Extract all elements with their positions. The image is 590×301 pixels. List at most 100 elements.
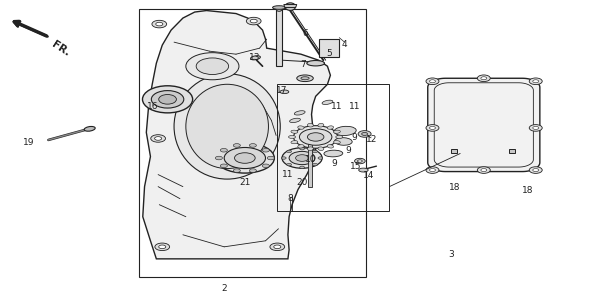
- Ellipse shape: [477, 167, 490, 173]
- Text: 16: 16: [146, 102, 158, 111]
- Ellipse shape: [289, 135, 296, 138]
- Ellipse shape: [215, 156, 222, 160]
- Ellipse shape: [224, 147, 266, 169]
- Ellipse shape: [333, 130, 340, 133]
- Ellipse shape: [142, 86, 192, 113]
- Ellipse shape: [300, 147, 304, 150]
- Ellipse shape: [533, 80, 539, 83]
- Ellipse shape: [307, 147, 313, 150]
- Ellipse shape: [267, 156, 274, 160]
- Ellipse shape: [291, 130, 298, 133]
- Ellipse shape: [313, 163, 317, 166]
- Text: 4: 4: [342, 40, 348, 49]
- Ellipse shape: [318, 123, 324, 127]
- Ellipse shape: [334, 126, 356, 135]
- Ellipse shape: [281, 157, 286, 159]
- Text: 18: 18: [522, 186, 534, 195]
- Ellipse shape: [477, 75, 490, 82]
- Ellipse shape: [529, 78, 542, 85]
- Ellipse shape: [362, 132, 368, 135]
- Ellipse shape: [287, 163, 291, 166]
- Text: 5: 5: [326, 49, 332, 58]
- Ellipse shape: [151, 91, 183, 108]
- Polygon shape: [451, 149, 457, 153]
- Text: 21: 21: [239, 178, 251, 187]
- Ellipse shape: [307, 61, 324, 66]
- Ellipse shape: [426, 125, 439, 131]
- Ellipse shape: [430, 169, 435, 172]
- Ellipse shape: [313, 150, 317, 153]
- Polygon shape: [143, 11, 330, 259]
- Ellipse shape: [159, 95, 176, 104]
- Ellipse shape: [318, 157, 323, 159]
- Text: 9: 9: [331, 159, 337, 168]
- Text: 2: 2: [221, 284, 227, 293]
- Ellipse shape: [186, 53, 239, 80]
- Ellipse shape: [336, 135, 343, 138]
- Ellipse shape: [358, 160, 362, 162]
- Text: 9: 9: [351, 133, 357, 142]
- Polygon shape: [276, 9, 282, 66]
- Ellipse shape: [533, 126, 539, 129]
- Ellipse shape: [251, 56, 260, 60]
- Ellipse shape: [426, 78, 439, 85]
- Ellipse shape: [156, 22, 163, 26]
- Ellipse shape: [299, 129, 332, 145]
- Text: 13: 13: [249, 53, 261, 62]
- Ellipse shape: [294, 111, 305, 115]
- Ellipse shape: [307, 123, 313, 127]
- Ellipse shape: [270, 243, 284, 250]
- Ellipse shape: [426, 167, 439, 173]
- Ellipse shape: [298, 126, 304, 129]
- Text: 12: 12: [366, 135, 378, 144]
- Ellipse shape: [297, 75, 313, 82]
- Ellipse shape: [220, 148, 227, 152]
- Text: 11: 11: [330, 102, 342, 111]
- Ellipse shape: [152, 20, 167, 28]
- Ellipse shape: [263, 164, 270, 168]
- Ellipse shape: [481, 169, 487, 172]
- Ellipse shape: [529, 125, 542, 131]
- Ellipse shape: [250, 19, 257, 23]
- Ellipse shape: [282, 148, 322, 168]
- Ellipse shape: [155, 137, 162, 140]
- Text: 3: 3: [448, 250, 454, 259]
- Ellipse shape: [276, 7, 282, 11]
- Ellipse shape: [196, 58, 229, 74]
- Ellipse shape: [335, 138, 352, 145]
- Ellipse shape: [250, 144, 257, 147]
- Polygon shape: [284, 5, 297, 8]
- Ellipse shape: [280, 90, 289, 94]
- Ellipse shape: [327, 126, 333, 129]
- Text: 18: 18: [448, 183, 460, 192]
- Ellipse shape: [263, 148, 270, 152]
- Text: 17: 17: [276, 86, 288, 95]
- Text: 8: 8: [287, 194, 293, 203]
- Ellipse shape: [273, 6, 286, 9]
- Ellipse shape: [533, 169, 539, 172]
- Ellipse shape: [215, 143, 274, 173]
- Text: 11: 11: [282, 170, 294, 179]
- Ellipse shape: [481, 77, 487, 80]
- Ellipse shape: [233, 144, 240, 147]
- Text: 7: 7: [300, 60, 306, 69]
- Polygon shape: [308, 135, 312, 187]
- Ellipse shape: [296, 155, 309, 161]
- Ellipse shape: [220, 164, 227, 168]
- Ellipse shape: [151, 135, 165, 142]
- Text: 20: 20: [296, 178, 308, 187]
- Ellipse shape: [174, 74, 280, 179]
- Ellipse shape: [355, 158, 365, 164]
- Ellipse shape: [285, 3, 296, 10]
- Text: 11: 11: [349, 102, 361, 111]
- Text: 6: 6: [303, 29, 309, 38]
- Text: FR.: FR.: [50, 40, 72, 59]
- Ellipse shape: [430, 80, 435, 83]
- Ellipse shape: [307, 133, 324, 141]
- Polygon shape: [509, 149, 515, 153]
- Ellipse shape: [289, 151, 315, 165]
- Ellipse shape: [322, 100, 333, 104]
- Ellipse shape: [318, 147, 324, 150]
- Text: 10: 10: [305, 155, 317, 164]
- Ellipse shape: [359, 168, 368, 172]
